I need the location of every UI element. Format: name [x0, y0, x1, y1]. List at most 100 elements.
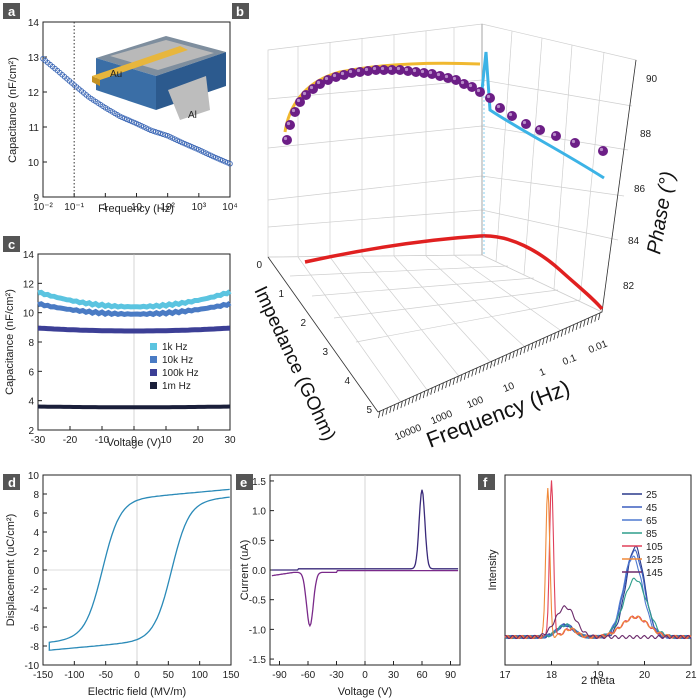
panel-d-ytick-label: -6 — [30, 623, 39, 634]
panel-b-freq-tick-label: 0.01 — [587, 338, 610, 356]
panel-d-ytick-label: -2 — [30, 585, 39, 596]
panel-d-ytick-label: -4 — [30, 604, 39, 615]
panel-a-xtick-label: 10³ — [192, 202, 207, 213]
panel-c-xtick-label: 0 — [131, 435, 137, 446]
panel-f-series — [504, 480, 692, 640]
panel-f-legend-label: 65 — [646, 516, 658, 527]
panel-a-badge — [3, 3, 20, 19]
panel-b-minor-tick — [475, 367, 478, 375]
panel-b-freq-tick-label: 10 — [502, 380, 517, 395]
panel-b-minor-tick — [534, 341, 538, 349]
panel-b-point-highlight — [283, 136, 288, 141]
panel-b-point — [551, 131, 561, 141]
panel-b-point-highlight — [404, 67, 409, 72]
panel-b-point-highlight — [536, 126, 541, 131]
panel-c-xtick-label: 10 — [160, 435, 172, 446]
panel-b-minor-tick — [501, 356, 504, 364]
panel-b-minor-tick — [590, 316, 593, 324]
panel-e-ylabel: Current (uA) — [239, 540, 251, 601]
panel-d-hysteresis-loop — [48, 488, 230, 651]
panel-e-letter: e — [240, 475, 247, 490]
panel-a-ylabel: Capacitance (nF/cm²) — [7, 57, 19, 163]
panel-c-xtick-label: -30 — [31, 435, 46, 446]
panel-b-minor-tick — [445, 381, 448, 389]
panel-b-point — [570, 138, 580, 148]
panel-f-series-line — [505, 605, 692, 640]
panel-b-minor-tick — [478, 366, 482, 374]
panel-b-minor-tick — [542, 337, 545, 345]
panel-e-xtick-label: -90 — [272, 670, 287, 681]
panel-e-badge — [236, 474, 253, 490]
panel-f-series-line — [504, 555, 692, 640]
panel-f-series-line — [504, 545, 692, 640]
panel-c-xtick-label: -20 — [63, 435, 78, 446]
panel-b-minor-tick — [527, 344, 530, 352]
panel-c-legend-label: 1m Hz — [162, 381, 191, 392]
panel-a-ytick-label: 9 — [33, 193, 39, 204]
panel-f-legend-label: 145 — [646, 568, 663, 579]
panel-c-legend-label: 100k Hz — [162, 368, 199, 379]
panel-b-point-highlight — [476, 88, 481, 93]
panel-b-blue-curve — [480, 51, 605, 180]
panel-b-minor-tick — [456, 376, 459, 384]
panel-d-ytick-label: -8 — [30, 642, 39, 653]
panel-b-minor-tick — [497, 357, 500, 365]
panel-f-xticks: 17 18 19 20 21 — [499, 661, 697, 681]
panel-b-minor-tick — [426, 389, 429, 397]
panel-b-minor-tick — [460, 374, 463, 382]
panel-a-au-label: Au — [110, 69, 122, 80]
panel-b-point — [521, 119, 531, 129]
panel-b-point — [598, 146, 608, 156]
panel-b-minor-tick — [508, 352, 511, 360]
panel-b-imp-tick-label: 4 — [344, 376, 350, 387]
panel-e-yticks: 1.5 1.0 0.5 0.0 -0.5 -1.0 -1.5 — [249, 477, 274, 666]
panel-b-imp-axis — [267, 256, 379, 413]
panel-a-xlabel: Frequency (Hz) — [98, 203, 174, 215]
panel-f-legend-label: 45 — [646, 503, 658, 514]
panel-b-ylabel: Impedance (GOhm) — [249, 283, 339, 444]
panel-b-point-highlight — [388, 66, 393, 71]
panel-b-minor-tick — [568, 326, 571, 334]
panel-b-minor-tick — [516, 349, 519, 357]
panel-a-ytick-label: 12 — [28, 88, 40, 99]
panel-a-xtick-label: 10⁻² — [33, 202, 53, 213]
panel-c-legend-swatch — [150, 369, 157, 376]
panel-b-phase-tick-label: 88 — [640, 129, 652, 140]
panel-d-xtick-label: -150 — [33, 670, 53, 681]
panel-b-minor-tick — [594, 314, 597, 322]
panel-a-al-label: Al — [188, 110, 197, 121]
panel-b-phase-ticks: 90 88 86 84 82 — [623, 74, 658, 292]
panel-b-point-highlight — [508, 112, 513, 117]
panel-e-xtick-label: 30 — [388, 670, 400, 681]
panel-a-point — [148, 127, 154, 134]
panel-b-minor-tick — [381, 409, 385, 417]
panel-b-minor-tick — [385, 407, 388, 415]
panel-c-xtick-label: 30 — [224, 435, 236, 446]
panel-c-legend-label: 1k Hz — [162, 342, 188, 353]
panel-e-xtick-label: -60 — [301, 670, 316, 681]
panel-b-point-highlight — [522, 120, 527, 125]
panel-d-badge — [3, 474, 20, 490]
panel-b-letter: b — [236, 4, 244, 19]
panel-b-minor-tick — [404, 399, 407, 407]
panel-b-freq-tick-label: 1 — [538, 366, 548, 378]
panel-b-minor-tick — [564, 327, 567, 336]
panel-a-point — [150, 128, 157, 134]
panel-d-ylabel: Displacement (uC/cm²) — [5, 514, 17, 626]
panel-b-front-axes — [377, 59, 637, 413]
panel-b-minor-tick — [467, 371, 470, 379]
panel-b-minor-tick — [519, 347, 523, 355]
panel-e-forward-sweep — [271, 489, 459, 571]
panel-d-xtick-label: -100 — [64, 670, 84, 681]
panel-e-reverse-sweep — [271, 569, 459, 628]
panel-b-minor-tick — [523, 346, 526, 354]
panel-a-ytick-label: 14 — [28, 18, 40, 29]
panel-b-point-highlight — [420, 69, 425, 74]
panel-c-xticks: -30 -20 -10 0 10 20 30 — [31, 426, 236, 446]
panel-c-series-line — [37, 289, 232, 310]
panel-b-minor-tick — [419, 392, 422, 400]
panel-d-ytick-label: -10 — [25, 661, 40, 672]
panel-f-legend: 25 45 65 85 105 125 145 — [622, 490, 663, 579]
panel-c-ytick-label: 2 — [28, 426, 34, 437]
